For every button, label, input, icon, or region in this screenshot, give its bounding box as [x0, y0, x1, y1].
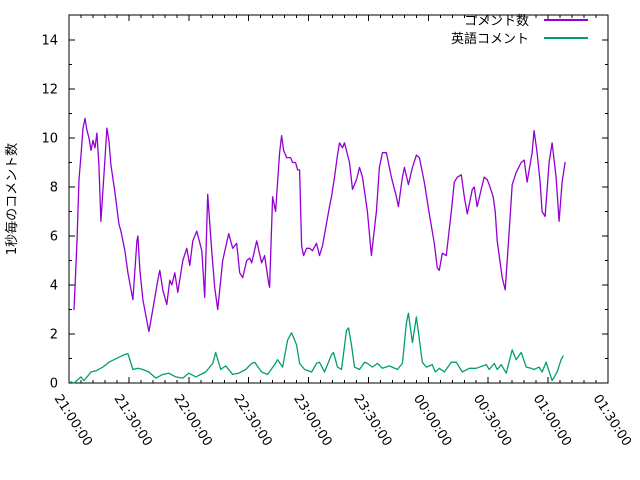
series-line-english-comments — [70, 312, 564, 384]
x-axis-tick-label: 01:30:00 — [590, 392, 634, 449]
legend-line-sample-comments — [544, 18, 588, 21]
legend-line-sample-english-comments — [544, 36, 588, 39]
plot-border — [68, 14, 609, 384]
x-axis-tick-label: 21:00:00 — [51, 392, 95, 449]
x-axis-tick-label: 00:00:00 — [410, 392, 454, 449]
x-axis-tick-label: 01:00:00 — [530, 392, 574, 449]
series-line-comments — [73, 117, 566, 333]
y-axis-tick-label: 12 — [41, 83, 58, 98]
y-axis-title: 1秒毎のコメント数 — [5, 142, 20, 256]
x-axis-tick-label: 22:30:00 — [230, 392, 274, 449]
y-axis-tick-label: 6 — [50, 230, 58, 245]
x-axis-tick-label: 23:30:00 — [350, 392, 394, 449]
y-axis-tick-label: 14 — [41, 34, 58, 49]
x-axis-tick-label: 22:00:00 — [170, 392, 214, 449]
y-axis-tick-label: 0 — [50, 377, 58, 392]
y-axis-tick-label: 8 — [50, 181, 58, 196]
legend-item-english-comments: 英語コメント — [450, 29, 588, 47]
legend-label-english-comments: 英語コメント — [450, 32, 529, 47]
legend: コメント数 英語コメント — [450, 11, 588, 47]
legend-item-comments: コメント数 — [451, 11, 588, 29]
y-axis-tick-label: 10 — [41, 132, 58, 147]
legend-label-comments: コメント数 — [463, 14, 529, 29]
y-axis-tick-label: 4 — [50, 279, 58, 294]
x-axis-tick-label: 00:30:00 — [470, 392, 514, 449]
y-axis-tick-label: 2 — [50, 328, 58, 343]
x-axis-tick-label: 23:00:00 — [290, 392, 334, 449]
x-axis-tick-label: 21:30:00 — [111, 392, 155, 449]
